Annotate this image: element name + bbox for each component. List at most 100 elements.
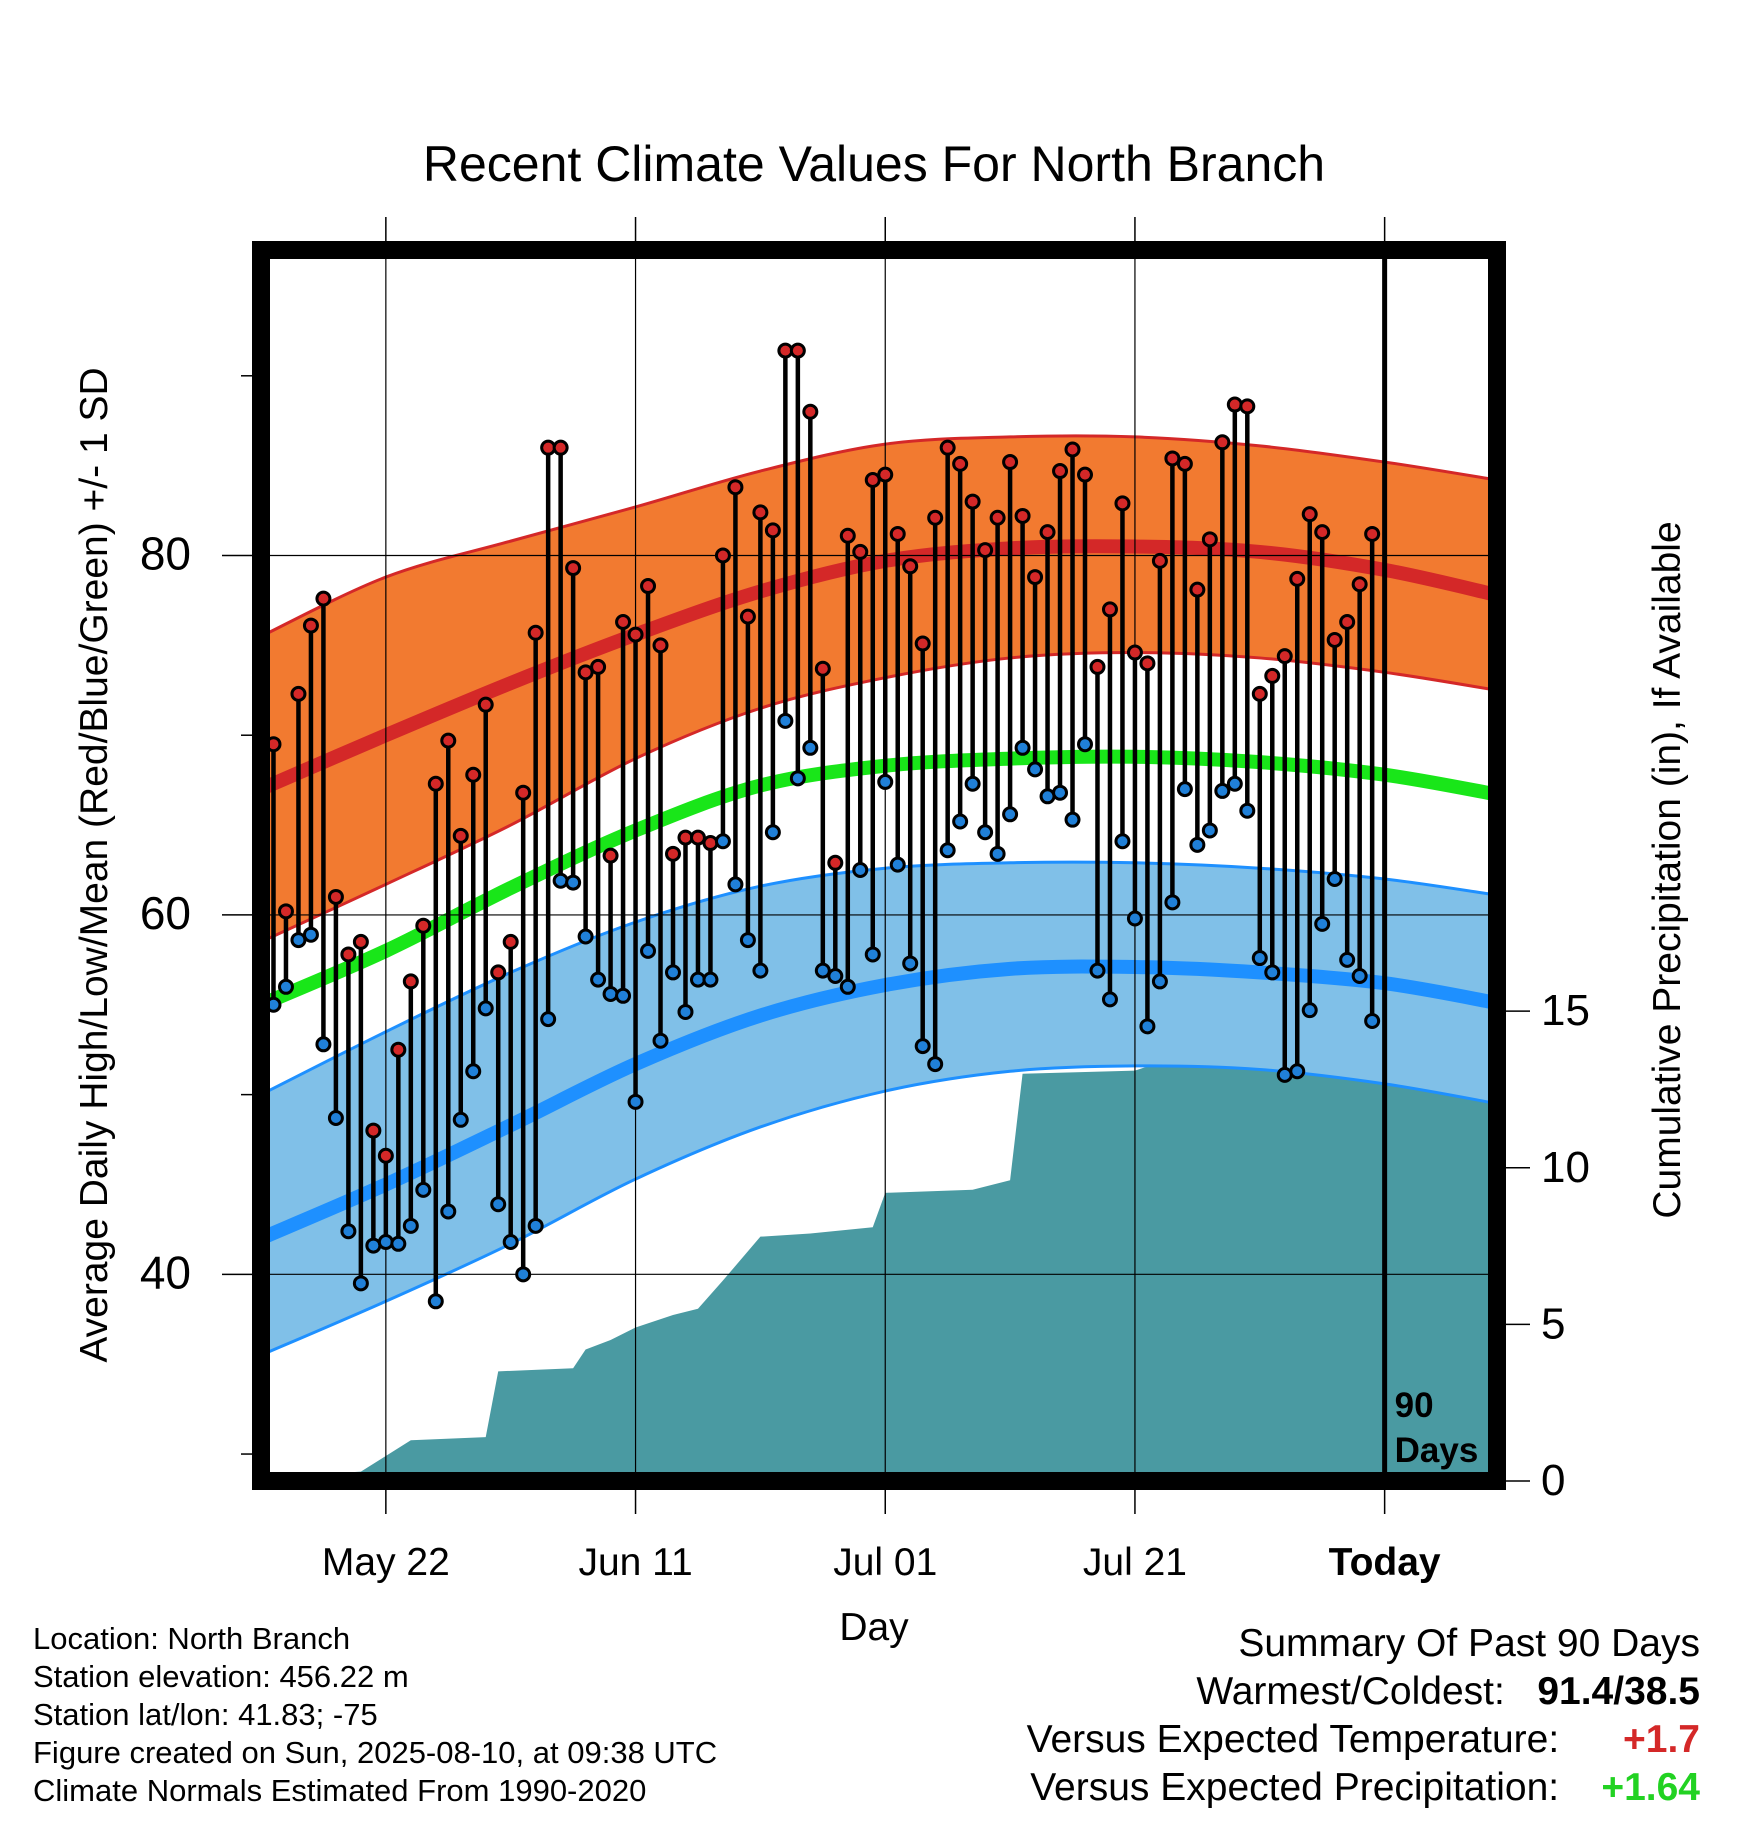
today-marker-layer: 90 Days	[1382, 250, 1479, 1481]
daily-low-point	[927, 1056, 944, 1073]
daily-high-point	[814, 660, 831, 677]
daily-low-point	[527, 1217, 544, 1234]
daily-low-point	[615, 987, 632, 1004]
daily-low-point	[352, 1275, 369, 1292]
daily-low-point	[1289, 1063, 1306, 1080]
daily-high-point	[640, 578, 657, 595]
daily-range-bars-layer	[261, 350, 1375, 1302]
daily-high-point	[290, 685, 307, 702]
daily-low-point	[864, 946, 881, 963]
daily-high-point	[839, 527, 856, 544]
daily-high-point	[602, 847, 619, 864]
temp-anomaly-value: +1.7	[1623, 1718, 1700, 1761]
daily-high-point	[402, 973, 419, 990]
daily-high-point	[427, 775, 444, 792]
y2-axis-label: Cumulative Precipitation (in), If Availa…	[1646, 521, 1689, 1218]
daily-low-point	[1226, 775, 1243, 792]
daily-low-point	[964, 775, 981, 792]
daily-high-point	[1126, 644, 1143, 661]
daily-low-point	[789, 770, 806, 787]
daily-high-point	[1326, 631, 1343, 648]
daily-low-point	[727, 876, 744, 893]
daily-low-point	[1214, 782, 1231, 799]
daily-high-point	[1226, 396, 1243, 413]
daily-low-point	[1189, 836, 1206, 853]
daily-high-point	[1289, 570, 1306, 587]
daily-high-point	[502, 933, 519, 950]
daily-high-point	[852, 543, 869, 560]
daily-high-point	[952, 455, 969, 472]
daily-high-point	[1364, 525, 1381, 542]
temp-anomaly-label: Versus Expected Temperature:	[1026, 1718, 1560, 1761]
y2-tick-label: 5	[1541, 1299, 1565, 1348]
daily-high-point	[964, 493, 981, 510]
daily-low-point	[652, 1032, 669, 1049]
daily-low-point	[1014, 739, 1031, 756]
daily-low-point	[1201, 822, 1218, 839]
daily-low-point	[640, 942, 657, 959]
daily-high-point	[939, 439, 956, 456]
daily-high-point	[327, 888, 344, 905]
daily-high-point	[1002, 454, 1019, 471]
daily-low-point	[1164, 894, 1181, 911]
daily-high-point	[1276, 648, 1293, 665]
y-axis-label: Average Daily High/Low/Mean (Red/Blue/Gr…	[73, 367, 116, 1362]
daily-high-point	[627, 626, 644, 643]
daily-low-point	[877, 773, 894, 790]
daily-high-point	[477, 696, 494, 713]
daily-low-point	[914, 1038, 931, 1055]
daily-low-point	[702, 971, 719, 988]
window-label-days: Days	[1395, 1431, 1479, 1470]
daily-low-point	[427, 1293, 444, 1310]
daily-high-point	[452, 827, 469, 844]
x-axis-label: Day	[839, 1606, 909, 1649]
daily-high-point	[1139, 655, 1156, 672]
x-tick-label: Jul 21	[1083, 1541, 1187, 1584]
daily-high-point	[1264, 667, 1281, 684]
daily-low-point	[939, 842, 956, 859]
daily-high-point	[515, 784, 532, 801]
y2-tick-label: 10	[1541, 1143, 1590, 1192]
window-label-number: 90	[1395, 1386, 1434, 1425]
daily-high-point	[377, 1147, 394, 1164]
daily-low-point	[1052, 784, 1069, 801]
daily-high-point	[1014, 507, 1031, 524]
daily-high-point	[565, 560, 582, 577]
precip-anomaly-value: +1.64	[1601, 1766, 1700, 1809]
daily-high-point	[1064, 441, 1081, 458]
daily-high-point	[989, 509, 1006, 526]
warmest-coldest-label: Warmest/Coldest:	[1196, 1670, 1505, 1713]
x-tick-label: Jul 01	[833, 1541, 937, 1584]
daily-low-point	[1176, 781, 1193, 798]
daily-low-point	[1126, 910, 1143, 927]
created-text: Figure created on Sun, 2025-08-10, at 09…	[33, 1735, 718, 1770]
daily-high-point	[1189, 581, 1206, 598]
daily-high-point	[1214, 434, 1231, 451]
daily-low-point	[902, 955, 919, 972]
daily-low-point	[502, 1233, 519, 1250]
daily-low-point	[714, 833, 731, 850]
daily-low-point	[814, 962, 831, 979]
daily-low-point	[952, 813, 969, 830]
daily-high-point	[1176, 455, 1193, 472]
daily-high-point	[764, 522, 781, 539]
daily-high-point	[590, 658, 607, 675]
daily-low-point	[1114, 833, 1131, 850]
daily-high-point	[652, 637, 669, 654]
precipitation-layer	[261, 1011, 1497, 1481]
daily-high-point	[1089, 658, 1106, 675]
summary-precipitation: Versus Expected Precipitation: +1.64	[1027, 1764, 1700, 1812]
daily-low-point	[1002, 806, 1019, 823]
daily-high-point	[1151, 552, 1168, 569]
x-tick-label: May 22	[322, 1541, 450, 1584]
daily-low-point	[977, 824, 994, 841]
daily-high-point	[927, 509, 944, 526]
daily-high-point	[802, 403, 819, 420]
daily-high-point	[1314, 524, 1331, 541]
daily-low-point	[1139, 1018, 1156, 1035]
daily-low-point	[390, 1235, 407, 1252]
plot-area	[261, 250, 1497, 1481]
daily-high-point	[1052, 463, 1069, 480]
daily-high-point	[1239, 398, 1256, 415]
